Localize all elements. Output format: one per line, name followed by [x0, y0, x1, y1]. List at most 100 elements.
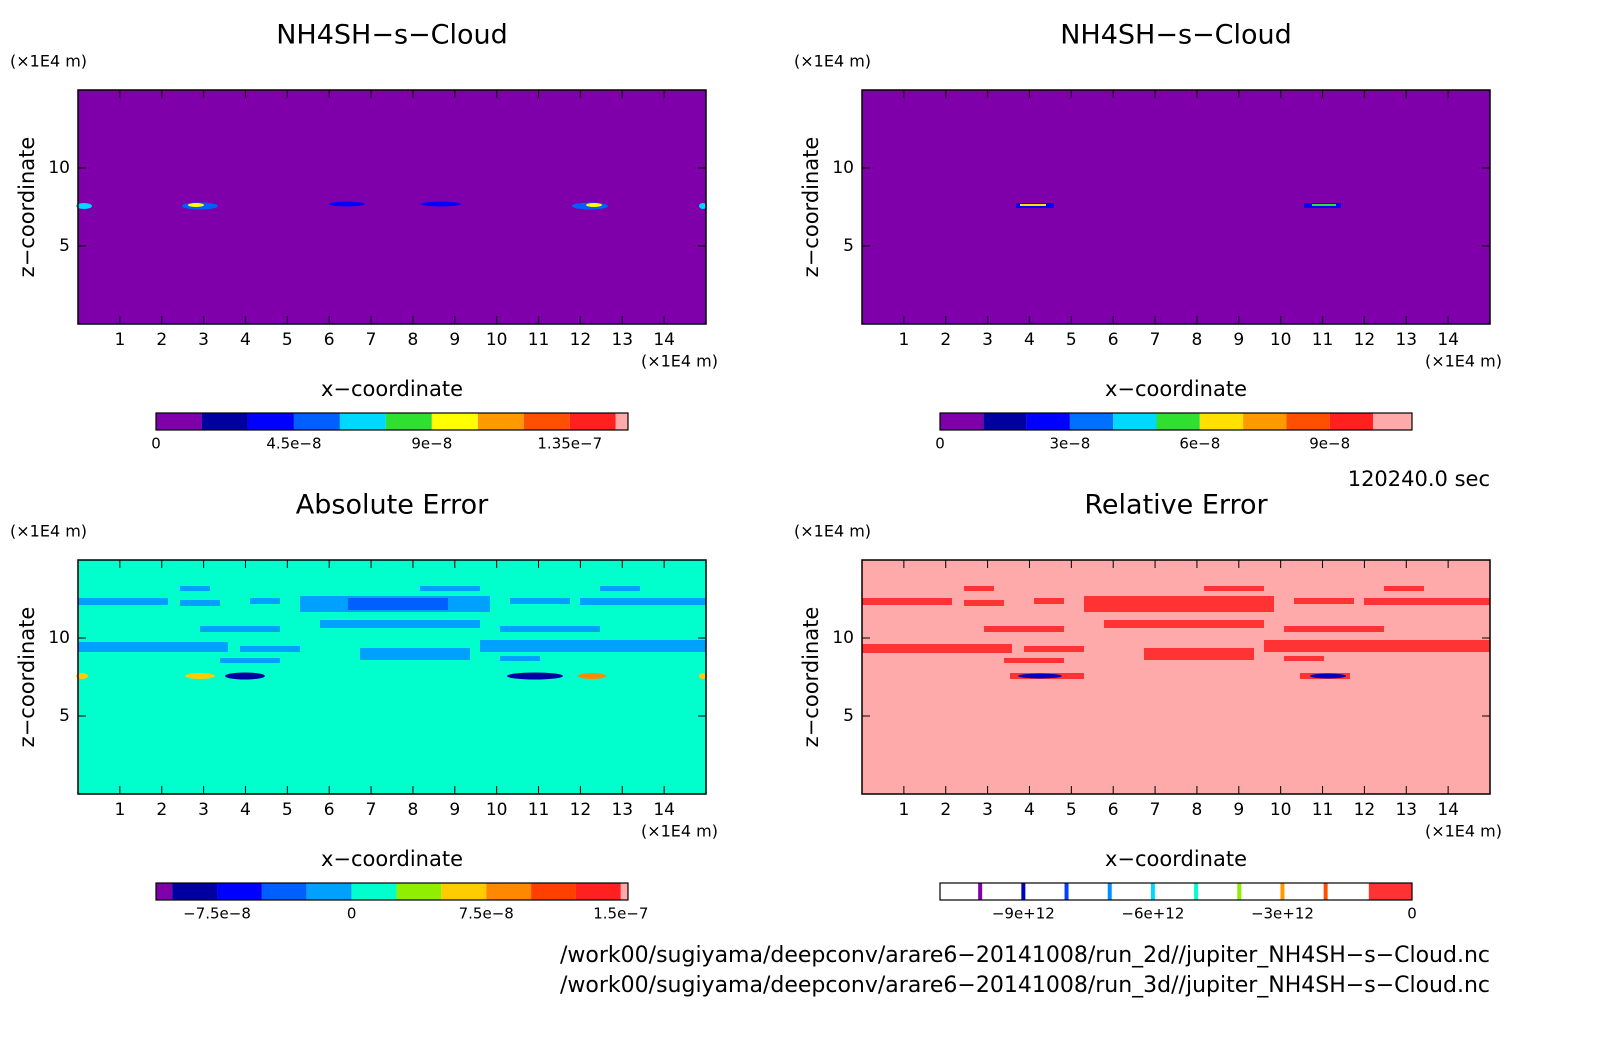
- field: [78, 560, 706, 794]
- colorbar-segment: [1286, 413, 1330, 430]
- colorbar-segment: [1329, 413, 1374, 430]
- x-tick-label: 3: [982, 800, 993, 820]
- colorbar-segment: [940, 883, 981, 900]
- y-tick-label: 10: [48, 158, 70, 178]
- colorbar-segment: [441, 883, 487, 900]
- colorbar-frame: [155, 882, 629, 901]
- x-tick-label: 10: [486, 800, 508, 820]
- colorbar-segment: [486, 883, 532, 900]
- file-path: /work00/sugiyama/deepconv/arare6−2014100…: [560, 943, 1490, 968]
- colorbar-segment: [1282, 883, 1326, 900]
- file-path: /work00/sugiyama/deepconv/arare6−2014100…: [560, 973, 1490, 998]
- y-tick-label: 5: [843, 236, 854, 256]
- y-unit: (×1E4 m): [794, 522, 871, 541]
- colorbar-tick-label: −9e+12: [992, 905, 1055, 923]
- x-tick-label: 1: [898, 800, 909, 820]
- x-tick-label: 10: [1270, 330, 1292, 350]
- colorbar-segment: [615, 413, 628, 430]
- colorbar-segment: [477, 413, 524, 430]
- colorbar-tick-label: 7.5e−8: [459, 905, 514, 923]
- y-axis-label: z−coordinate: [15, 137, 39, 278]
- colorbar-segment: [156, 883, 173, 900]
- x-tick-label: 6: [1108, 800, 1119, 820]
- colorbar-tick-label: 6e−8: [1179, 435, 1220, 453]
- x-tick-label: 1: [114, 330, 125, 350]
- field-features: [76, 201, 1490, 680]
- plot-frame: [77, 559, 707, 795]
- x-unit: (×1E4 m): [641, 822, 718, 841]
- colorbar-segment: [1156, 413, 1200, 430]
- colorbar-segment: [261, 883, 307, 900]
- field: [78, 90, 706, 324]
- x-tick-label: 12: [1354, 330, 1376, 350]
- plot-frame: [77, 89, 707, 325]
- colorbar-frame: [939, 882, 1413, 901]
- colorbar-segment: [339, 413, 386, 430]
- x-tick-label: 13: [1395, 330, 1417, 350]
- y-tick-label: 5: [59, 236, 70, 256]
- colorbar-segment: [983, 413, 1027, 430]
- colorbar-segment: [172, 883, 218, 900]
- x-tick-label: 9: [449, 800, 460, 820]
- x-tick-label: 4: [1024, 800, 1035, 820]
- plot-frame: [861, 559, 1491, 795]
- colorbar-segment: [531, 883, 576, 900]
- y-tick-label: 10: [48, 628, 70, 648]
- colorbar-segment: [1109, 883, 1153, 900]
- colorbar-segment: [1243, 413, 1287, 430]
- x-tick-label: 6: [1108, 330, 1119, 350]
- x-tick-label: 2: [940, 330, 951, 350]
- x-tick-label: 2: [156, 330, 167, 350]
- x-tick-label: 7: [366, 330, 377, 350]
- time-label: 120240.0 sec: [1348, 467, 1490, 491]
- x-unit: (×1E4 m): [1425, 822, 1502, 841]
- x-tick-label: 11: [1312, 800, 1334, 820]
- colorbar-segment: [1152, 883, 1197, 900]
- y-tick-label: 5: [843, 706, 854, 726]
- x-tick-label: 14: [653, 800, 675, 820]
- colorbar-segment: [1325, 883, 1369, 900]
- x-tick-label: 7: [366, 800, 377, 820]
- x-axis-label: x−coordinate: [321, 847, 463, 871]
- colorbar-tick-label: −6e+12: [1121, 905, 1184, 923]
- x-tick-label: 7: [1150, 330, 1161, 350]
- y-unit: (×1E4 m): [10, 522, 87, 541]
- colorbar-segment: [1113, 413, 1157, 430]
- x-tick-label: 13: [611, 800, 633, 820]
- x-tick-label: 5: [1066, 800, 1077, 820]
- colorbar-segment: [201, 413, 248, 430]
- x-tick-label: 8: [408, 800, 419, 820]
- colorbar-segment: [247, 413, 294, 430]
- colorbar-segment: [575, 883, 621, 900]
- x-tick-label: 12: [1354, 800, 1376, 820]
- x-tick-label: 12: [570, 330, 592, 350]
- colorbar-segment: [1199, 413, 1244, 430]
- colorbar-tick-label: 4.5e−8: [266, 435, 321, 453]
- colorbar-segment: [1373, 413, 1412, 430]
- x-tick-label: 9: [449, 330, 460, 350]
- x-tick-label: 4: [1024, 330, 1035, 350]
- x-axis-label: x−coordinate: [1105, 847, 1247, 871]
- colorbar-segment: [306, 883, 352, 900]
- colorbar-segment: [156, 413, 202, 430]
- y-tick-label: 10: [832, 158, 854, 178]
- colorbar-tick-label: 0: [1407, 905, 1417, 923]
- x-tick-label: 14: [653, 330, 675, 350]
- colorbar-segment: [351, 883, 397, 900]
- colorbar-segment: [1069, 413, 1114, 430]
- x-unit: (×1E4 m): [1425, 352, 1502, 371]
- colorbar-segment: [1368, 883, 1412, 900]
- x-tick-label: 8: [1192, 330, 1203, 350]
- x-tick-label: 11: [528, 330, 550, 350]
- x-tick-label: 14: [1437, 800, 1459, 820]
- colorbar-tick-label: −3e+12: [1251, 905, 1314, 923]
- x-axis-label: x−coordinate: [1105, 377, 1247, 401]
- colorbar-segment: [1196, 883, 1240, 900]
- x-tick-label: 7: [1150, 800, 1161, 820]
- x-tick-label: 10: [486, 330, 508, 350]
- x-tick-label: 14: [1437, 330, 1459, 350]
- x-tick-label: 1: [114, 800, 125, 820]
- x-tick-label: 5: [282, 800, 293, 820]
- x-tick-label: 1: [898, 330, 909, 350]
